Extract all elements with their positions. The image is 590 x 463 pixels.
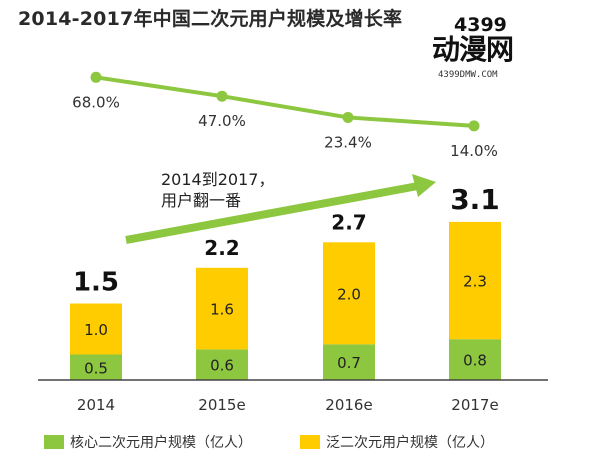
legend-core: 核心二次元用户规模（亿人） [44,432,252,452]
legend-broad-swatch [300,435,320,449]
bar-broad-2016e [323,242,375,345]
growth-rate-label-2015e: 47.0% [198,112,246,130]
growth-rate-line-group: 68.0% 47.0% 23.4% 14.0% [72,71,498,160]
stacked-bar-group: 0.5 1.0 1.5 0.6 1.6 2.2 0.7 2.0 2.7 0.8 2.3 3.1 [70,183,501,380]
growth-rate-point-2014 [90,71,102,83]
bar-total-label-2015e: 2.2 [204,236,239,260]
growth-rate-label-2014: 68.0% [72,93,120,111]
x-tick-2014: 2014 [77,396,115,414]
legend-core-label: 核心二次元用户规模（亿人） [70,435,252,451]
logo-brand: 动漫网 [432,33,514,66]
bar-broad-2015e [196,267,248,350]
bar-broad-label-2016e: 2.0 [337,285,361,303]
brand-logo: 4399 动漫网 4399DMW.COM [432,14,552,96]
bar-core-label-2017e: 0.8 [463,352,487,370]
growth-rate-point-2015e [216,90,228,102]
bar-core-2015e [196,349,248,380]
bar-total-label-2016e: 2.7 [331,210,366,234]
bar-core-label-2014: 0.5 [84,359,108,377]
x-tick-2015e: 2015e [198,396,245,414]
bar-total-label-2017e: 3.1 [450,183,500,216]
bar-broad-2014 [70,303,122,355]
growth-rate-label-2017e: 14.0% [450,142,498,160]
bar-core-2017e [449,339,501,380]
bar-total-label-2014: 1.5 [73,268,119,298]
bar-core-label-2015e: 0.6 [210,357,234,375]
bar-core-2016e [323,344,375,380]
bar-broad-label-2014: 1.0 [84,321,108,339]
annotation-line2: 用户翻一番 [161,191,241,210]
bar-broad-label-2017e: 2.3 [463,273,487,291]
growth-rate-label-2016e: 23.4% [324,133,372,151]
bar-core-label-2016e: 0.7 [337,354,361,372]
logo-number: 4399 [454,14,507,36]
x-tick-group: 2014 2015e 2016e 2017e [77,396,499,414]
trend-arrow-group [125,174,436,244]
growth-rate-line [95,75,475,128]
logo-url: 4399DMW.COM [438,70,498,80]
growth-rate-point-2017e [468,120,480,132]
growth-rate-point-2016e [342,111,354,123]
bar-core-2014 [70,354,122,380]
x-tick-2016e: 2016e [325,396,372,414]
trend-arrow-head [412,174,436,197]
legend-broad: 泛二次元用户规模（亿人） [300,432,494,452]
legend-core-swatch [44,435,64,449]
chart-title: 2014-2017年中国二次元用户规模及增长率 [18,8,403,30]
annotation-line1: 2014到2017， [161,170,274,189]
x-tick-2017e: 2017e [451,396,498,414]
trend-arrow-shaft [125,182,419,244]
bar-broad-label-2015e: 1.6 [210,301,234,319]
bar-broad-2017e [449,221,501,340]
legend-broad-label: 泛二次元用户规模（亿人） [326,435,494,451]
